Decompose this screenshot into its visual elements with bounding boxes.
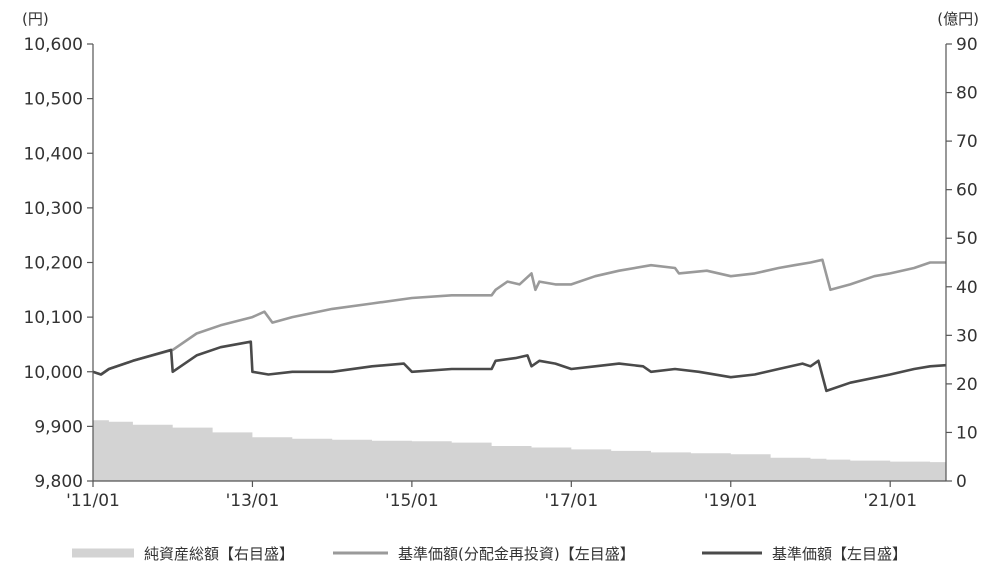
x-tick-label: '13/01 <box>226 491 280 511</box>
left-tick-label: 10,400 <box>24 144 83 164</box>
left-tick-label: 9,900 <box>34 417 83 437</box>
left-tick-label: 9,800 <box>34 472 83 492</box>
left-tick-label: 10,300 <box>24 199 83 219</box>
right-tick-label: 50 <box>956 229 978 249</box>
right-tick-label: 70 <box>956 132 978 152</box>
x-tick-label: '19/01 <box>704 491 758 511</box>
x-tick-label: '21/01 <box>863 491 917 511</box>
left-tick-label: 10,100 <box>24 308 83 328</box>
left-axis-unit: (円) <box>22 10 49 28</box>
left-tick-label: 10,200 <box>24 254 83 274</box>
x-tick-label: '17/01 <box>544 491 598 511</box>
legend-item-nav-label: 基準価額【左目盛】 <box>772 545 907 563</box>
legend-item-nav-reinvested-label: 基準価額(分配金再投資)【左目盛】 <box>398 545 635 563</box>
right-tick-label: 30 <box>956 326 978 346</box>
series-area-net-assets <box>93 420 946 481</box>
left-tick-label: 10,500 <box>24 90 83 110</box>
right-tick-label: 40 <box>956 278 978 298</box>
legend-item-net-assets-swatch <box>72 548 134 558</box>
right-tick-label: 10 <box>956 423 978 443</box>
right-axis-unit: (億円) <box>937 10 979 28</box>
x-tick-label: '15/01 <box>385 491 439 511</box>
x-tick-label: '11/01 <box>66 491 120 511</box>
right-tick-label: 90 <box>956 35 978 55</box>
right-tick-label: 0 <box>956 472 967 492</box>
left-tick-label: 10,600 <box>24 35 83 55</box>
right-tick-label: 80 <box>956 84 978 104</box>
left-tick-label: 10,000 <box>24 363 83 383</box>
legend-item-net-assets-label: 純資産総額【右目盛】 <box>144 545 294 563</box>
series-line-nav-reinvested <box>92 258 946 376</box>
series-line-nav <box>92 340 947 393</box>
right-tick-label: 20 <box>956 375 978 395</box>
right-tick-label: 60 <box>956 181 978 201</box>
